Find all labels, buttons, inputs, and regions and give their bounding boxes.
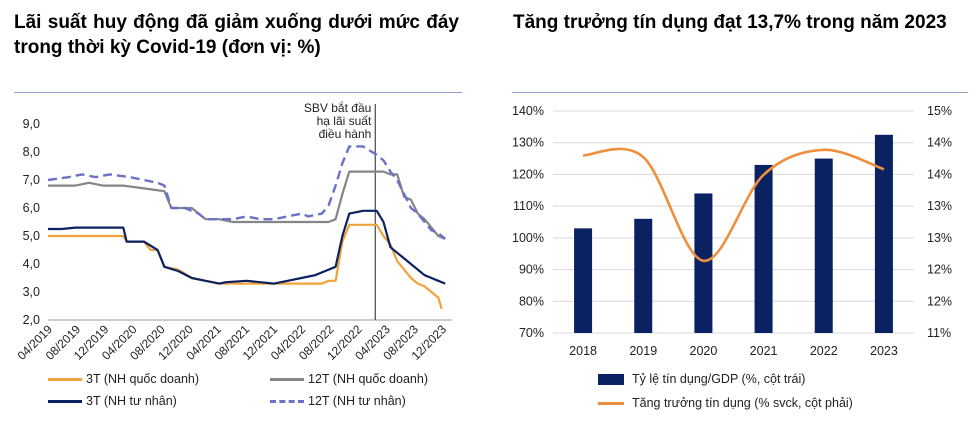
y-tick-label: 5,0 — [23, 229, 40, 243]
legend-label: Tỷ lệ tín dụng/GDP (%, cột trái) — [632, 372, 806, 386]
bar-2018 — [574, 228, 593, 333]
annotation-text: hạ lãi suất — [317, 114, 372, 128]
legend-item-credit-gdp: Tỷ lệ tín dụng/GDP (%, cột trái) — [598, 372, 805, 386]
legend-swatch — [48, 399, 82, 403]
right-chart-title: Tăng trưởng tín dụng đạt 13,7% trong năm… — [513, 12, 947, 33]
left-title-rule — [14, 92, 462, 93]
legend-item-12t-tu-nhan: 12T (NH tư nhân) — [270, 394, 406, 408]
legend-item-credit-growth: Tăng trưởng tín dụng (% svck, cột phải) — [598, 396, 853, 410]
bar-2021 — [754, 164, 773, 333]
x-tick-label: 2023 — [870, 344, 898, 358]
y-left-tick-label: 70% — [519, 326, 544, 340]
y-right-tick-label: 12% — [927, 263, 952, 277]
y-right-tick-label: 13% — [927, 199, 952, 213]
legend-item-12t-quoc-doanh: 12T (NH quốc doanh) — [270, 372, 428, 386]
right-title-rule — [512, 92, 968, 93]
y-right-tick-label: 11% — [927, 326, 951, 340]
series-line-2 — [48, 209, 446, 285]
x-tick-label: 2021 — [750, 344, 778, 358]
y-tick-label: 9,0 — [23, 117, 40, 131]
legend-label: Tăng trưởng tín dụng (% svck, cột phải) — [632, 396, 853, 410]
y-tick-label: 4,0 — [23, 257, 40, 271]
x-tick-label: 2019 — [629, 344, 657, 358]
growth-line — [582, 147, 885, 263]
annotation-text: SBV bắt đầu — [304, 100, 371, 115]
annotation-text: điều hành — [319, 127, 372, 141]
y-left-tick-label: 130% — [512, 136, 544, 150]
legend-label: 3T (NH tư nhân) — [86, 394, 177, 408]
y-right-tick-label: 15% — [927, 104, 952, 118]
y-right-tick-label: 14% — [927, 136, 952, 150]
y-left-tick-label: 110% — [513, 199, 544, 213]
y-tick-label: 7,0 — [23, 173, 40, 187]
y-right-tick-label: 12% — [927, 294, 952, 308]
x-tick-label: 2018 — [569, 344, 597, 358]
x-tick-label: 2022 — [810, 344, 838, 358]
series-line-3 — [47, 145, 446, 240]
bar-2019 — [634, 218, 653, 333]
deposit-rate-chart: 9,08,07,06,05,04,03,02,004/201908/201912… — [15, 100, 452, 363]
legend-swatch — [598, 401, 624, 405]
y-left-tick-label: 140% — [512, 104, 544, 118]
y-left-tick-label: 80% — [519, 294, 544, 308]
x-tick-label: 2020 — [690, 344, 718, 358]
bar-2023 — [874, 134, 893, 333]
y-right-tick-label: 13% — [927, 231, 952, 245]
legend-swatch — [598, 373, 624, 385]
y-tick-label: 3,0 — [23, 285, 40, 299]
legend-swatch — [48, 377, 82, 381]
y-left-tick-label: 100% — [512, 231, 544, 245]
bar-2022 — [814, 158, 833, 333]
legend-swatch — [270, 377, 304, 381]
bar-2020 — [694, 193, 713, 333]
legend-label: 12T (NH tư nhân) — [308, 394, 406, 408]
series-line-0 — [48, 223, 443, 310]
y-right-tick-label: 14% — [927, 167, 952, 181]
y-left-tick-label: 90% — [519, 263, 544, 277]
legend-label: 12T (NH quốc doanh) — [308, 372, 428, 386]
y-tick-label: 6,0 — [23, 201, 40, 215]
legend-swatch — [270, 399, 304, 403]
legend-item-3t-tu-nhan: 3T (NH tư nhân) — [48, 394, 177, 408]
y-tick-label: 8,0 — [23, 145, 40, 159]
series-line-1 — [48, 170, 446, 240]
y-tick-label: 2,0 — [23, 313, 40, 327]
legend-label: 3T (NH quốc doanh) — [86, 372, 200, 386]
left-chart-title: Lãi suất huy động đã giảm xuống dưới mức… — [14, 12, 459, 58]
y-left-tick-label: 120% — [512, 167, 544, 181]
legend-item-3t-quoc-doanh: 3T (NH quốc doanh) — [48, 372, 199, 386]
